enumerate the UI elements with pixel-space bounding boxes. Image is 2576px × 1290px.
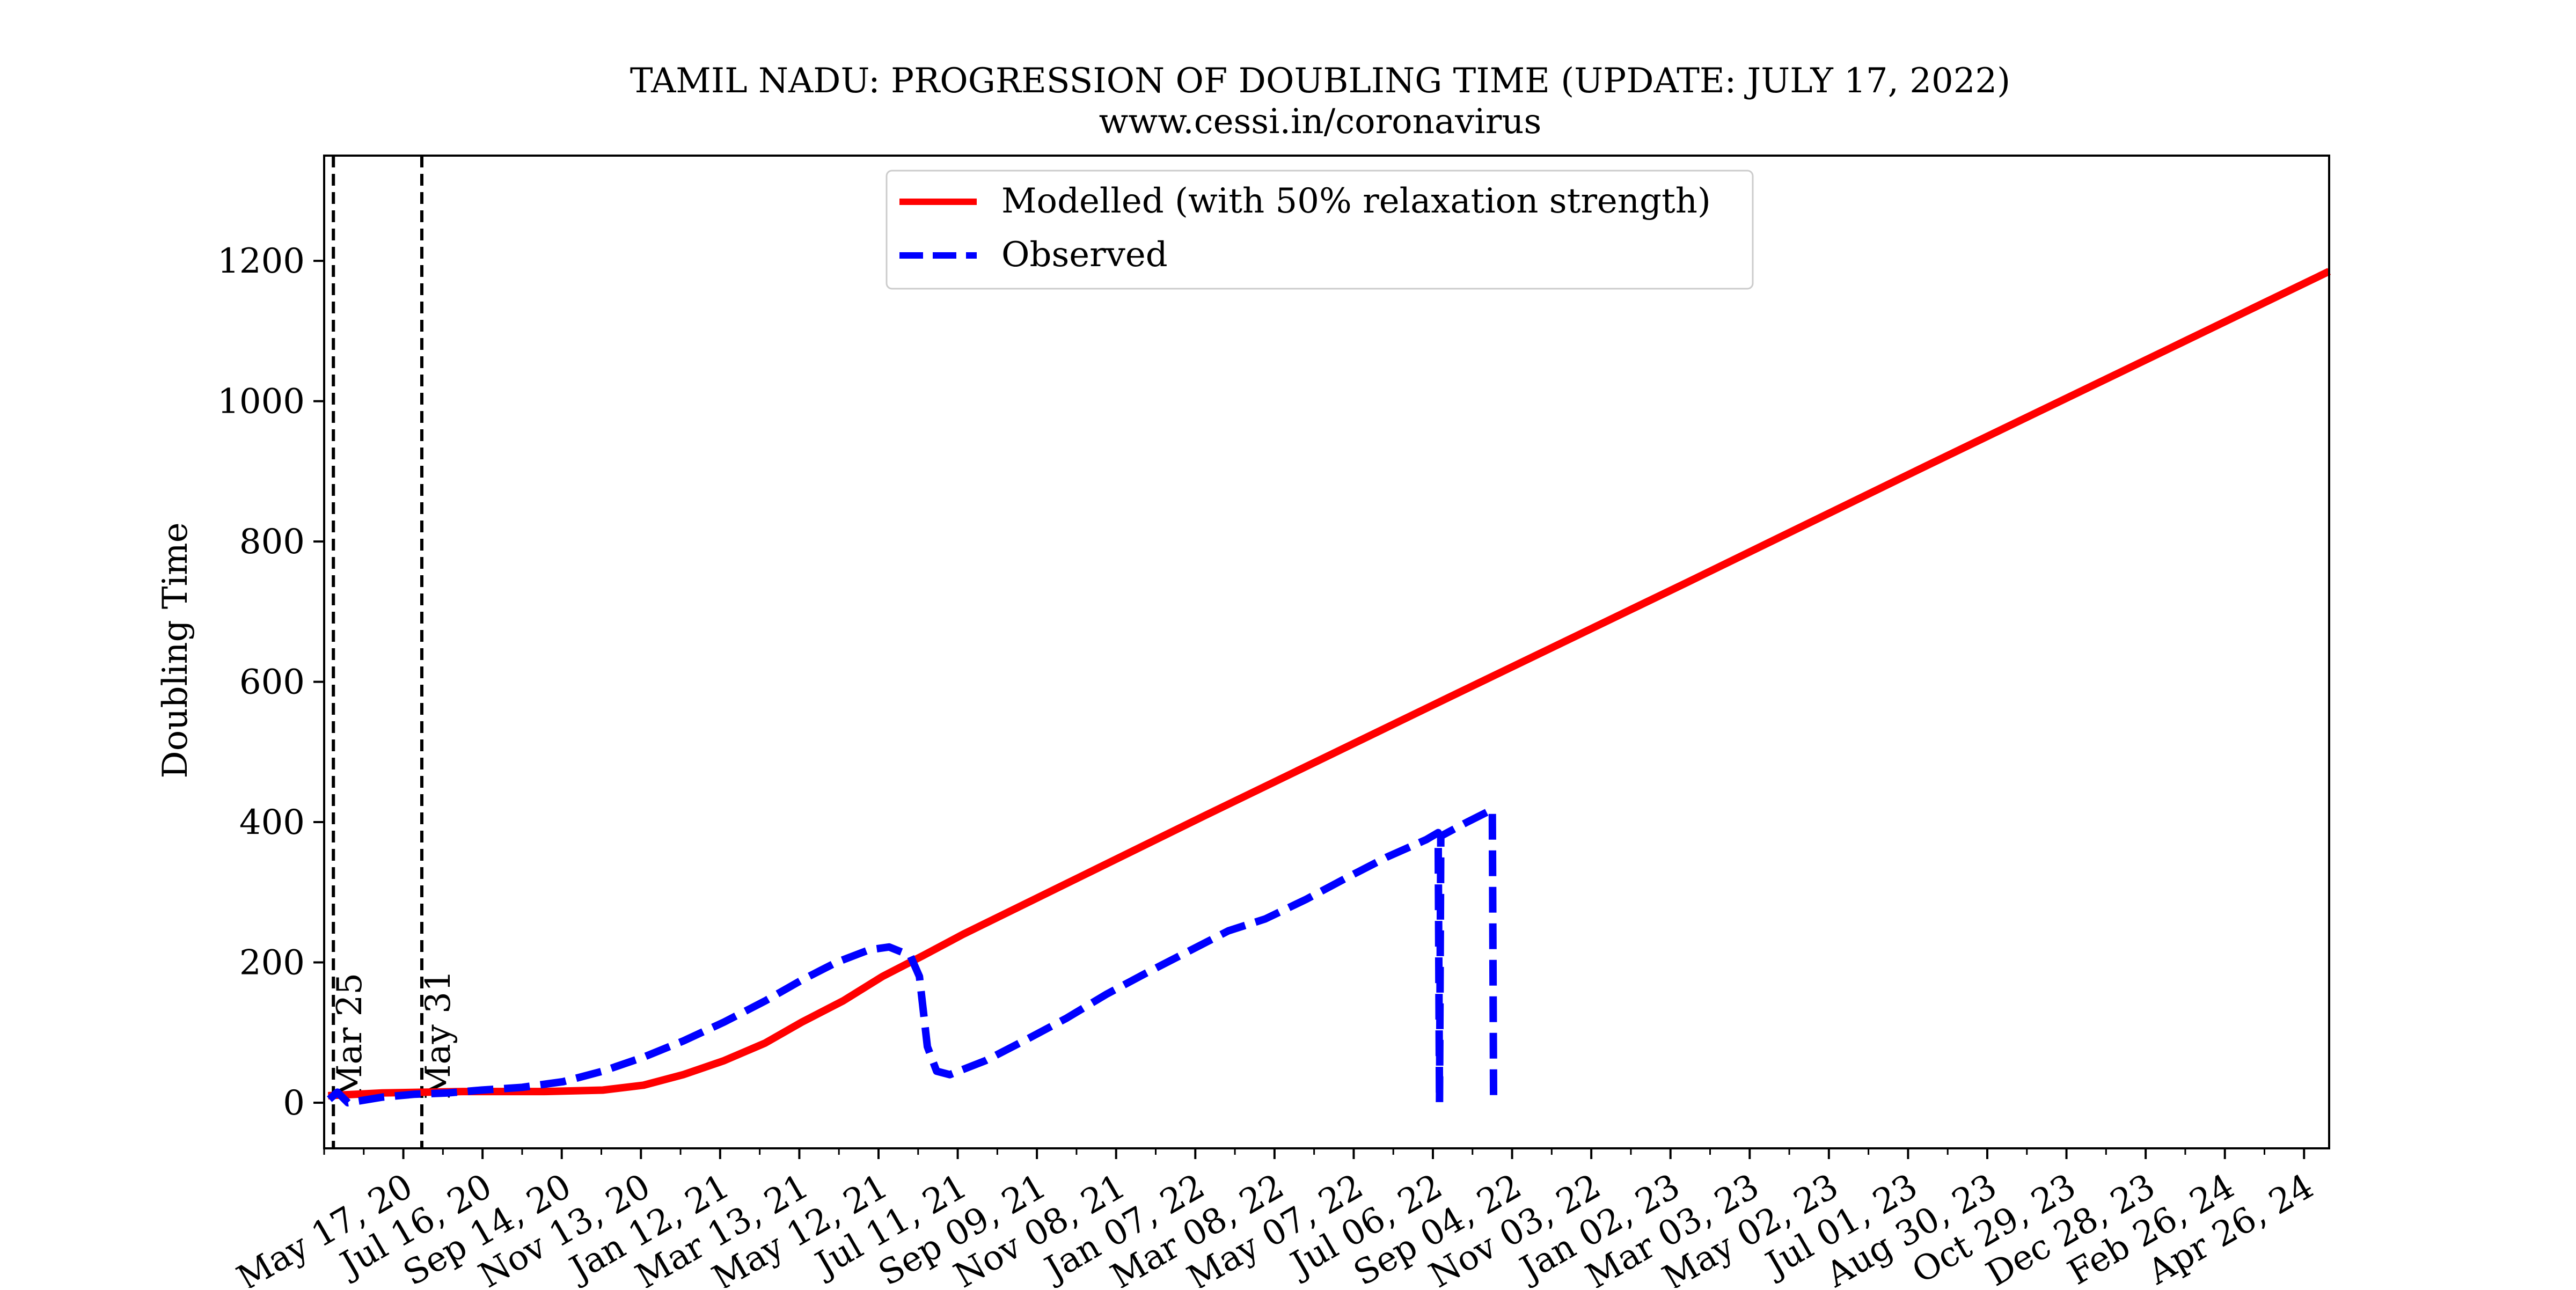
y-tick-label: 200 <box>239 943 305 983</box>
legend-label-modelled: Modelled (with 50% relaxation strength) <box>1001 181 1711 221</box>
legend-label-observed: Observed <box>1001 235 1168 275</box>
reference-lines: Mar 25 May 31 <box>330 156 458 1148</box>
y-tick-label: 800 <box>239 522 305 562</box>
series-line-observed <box>327 805 1498 1106</box>
series-line-modelled <box>328 268 2331 1100</box>
legend-box <box>885 170 1754 290</box>
chart-title: TAMIL NADU: PROGRESSION OF DOUBLING TIME… <box>630 61 2010 101</box>
y-tick-label: 600 <box>239 663 305 702</box>
legend: Modelled (with 50% relaxation strength) … <box>885 170 1754 290</box>
y-tick-label: 1200 <box>217 241 305 281</box>
y-tick-label: 0 <box>283 1083 305 1123</box>
series-lines <box>327 268 2331 1106</box>
vline-label-may-31: May 31 <box>419 970 458 1100</box>
y-tick-label: 1000 <box>217 382 305 422</box>
y-tick-label: 400 <box>239 803 305 842</box>
plot-frame <box>323 155 2330 1149</box>
vline-label-mar-25: Mar 25 <box>330 973 370 1100</box>
y-axis-label: Doubling Time <box>156 522 195 778</box>
chart-subtitle: www.cessi.in/coronavirus <box>1099 102 1542 142</box>
